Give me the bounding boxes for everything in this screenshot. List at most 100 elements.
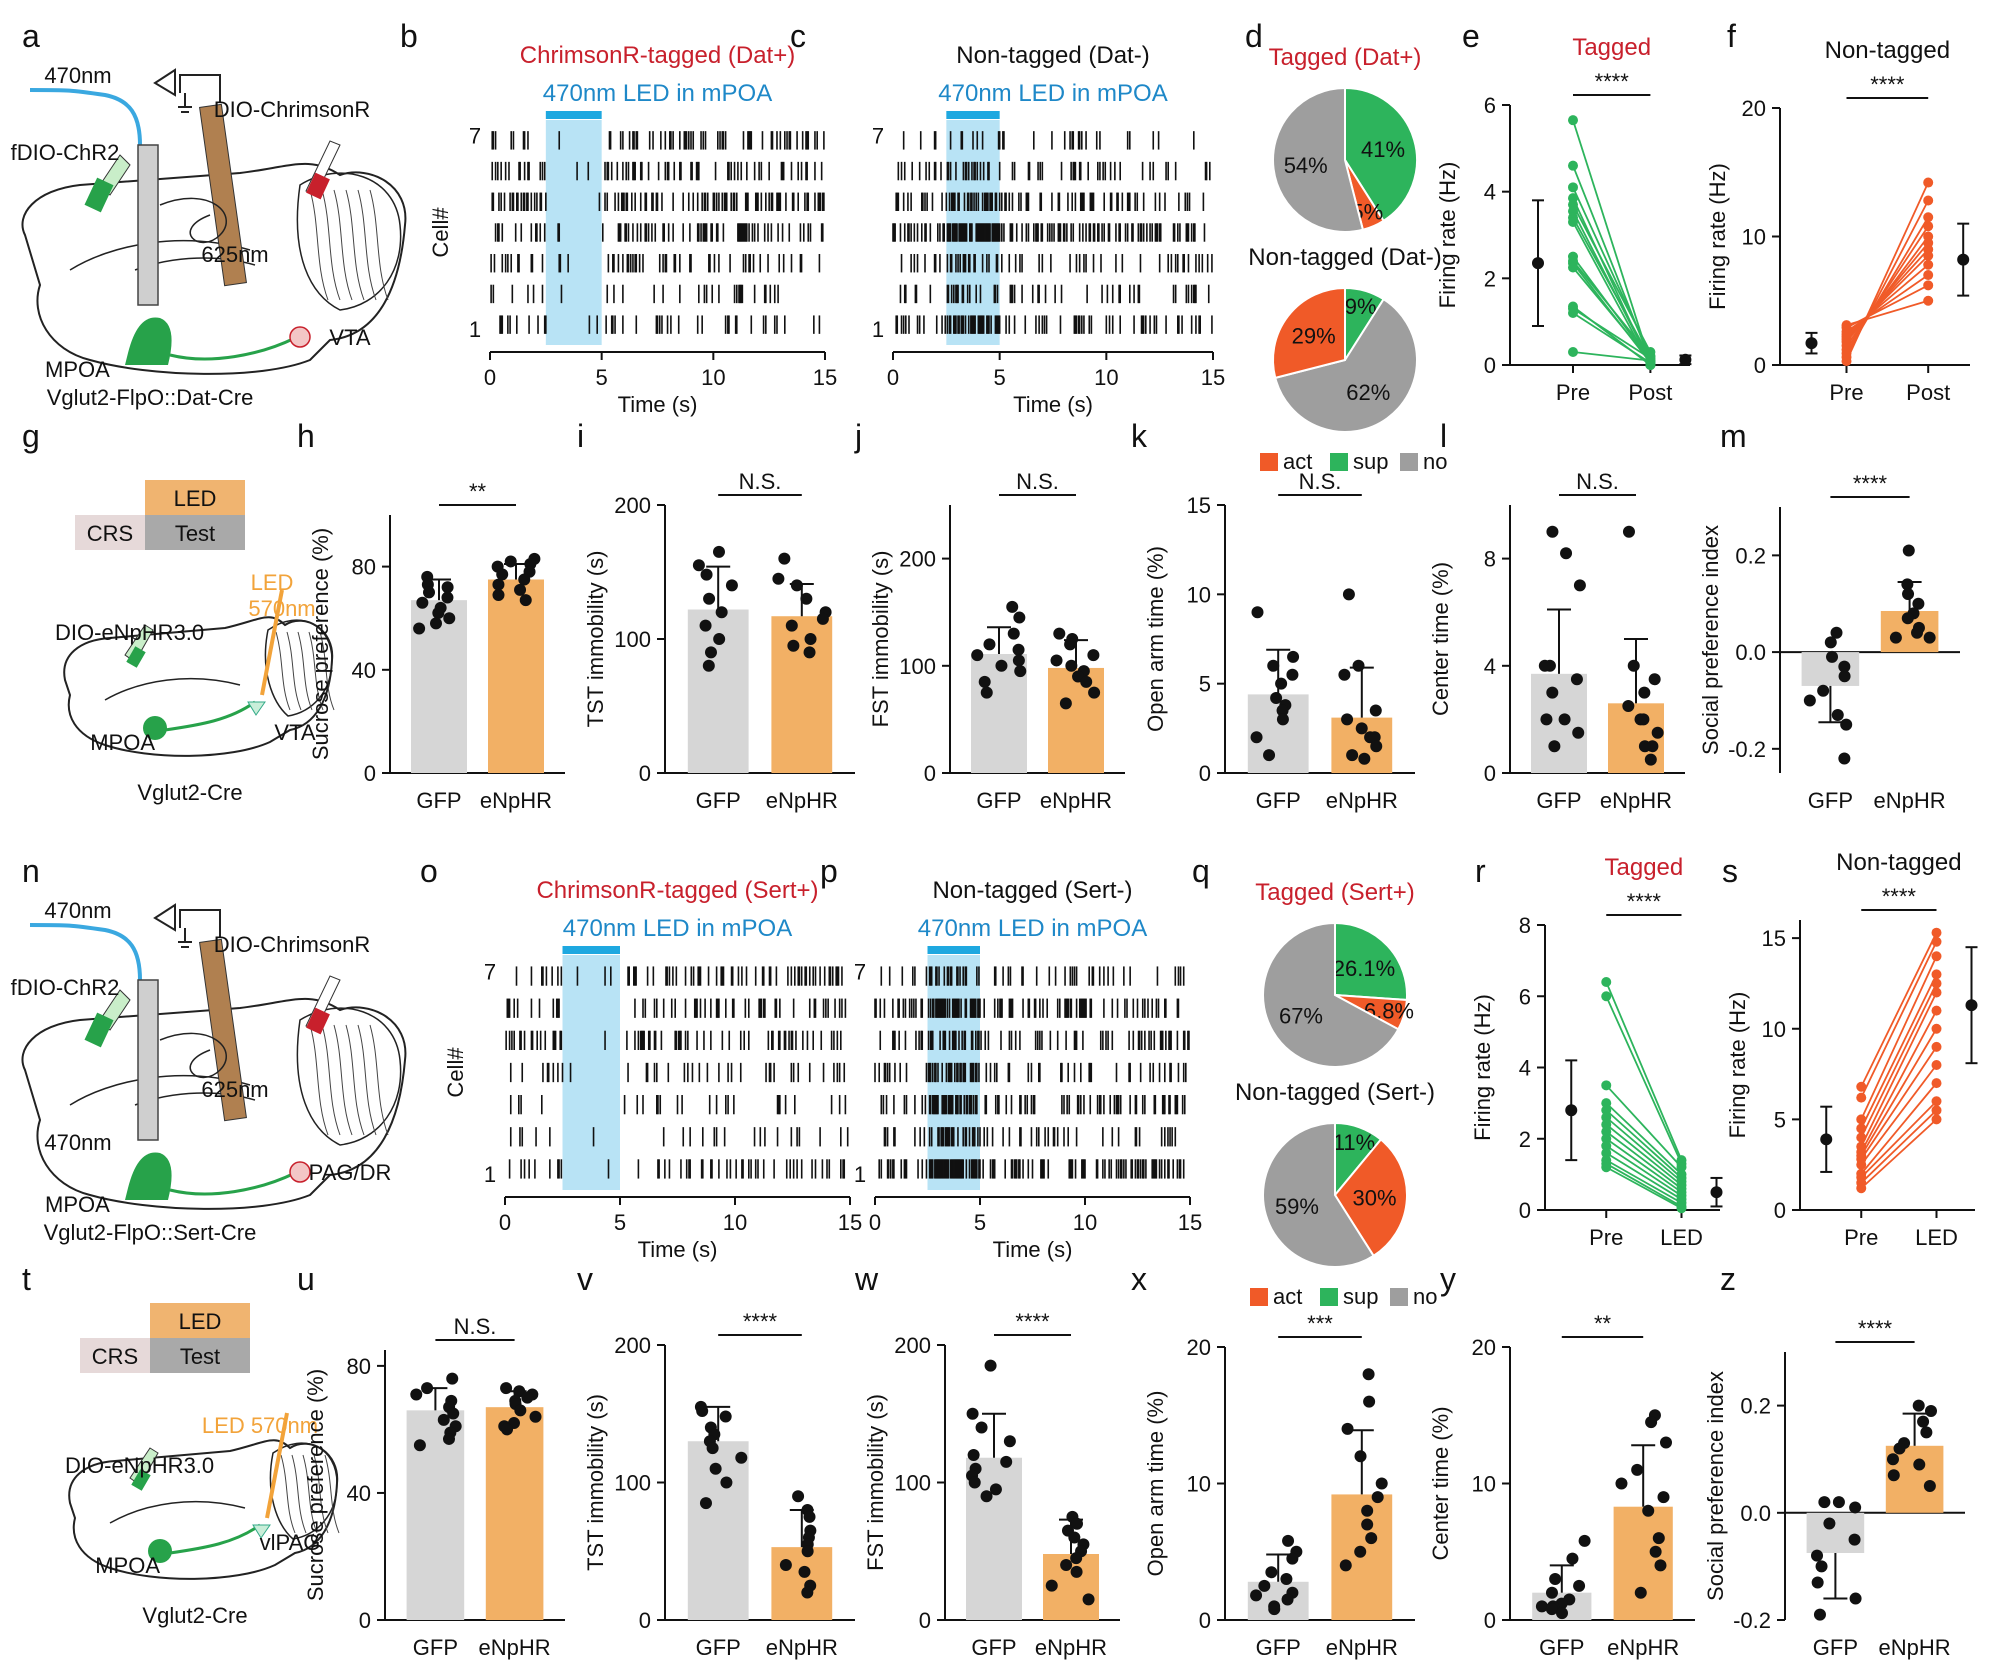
x-tick-label: eNpHR: [1040, 788, 1112, 813]
paired-r: 0 2 4 6 8 Firing rate (Hz) Pre LED **** Tagged: [1470, 854, 1723, 1250]
mean-point: [1565, 1104, 1578, 1117]
cerebellum-fold: [357, 1024, 377, 1136]
target-nucleus-icon: [289, 1161, 311, 1183]
data-point: [1924, 1404, 1937, 1417]
data-point: [1362, 1368, 1375, 1381]
led-nm-label: 570nm: [248, 596, 315, 621]
target-label: VTA: [274, 720, 315, 745]
data-point: [1637, 713, 1650, 726]
data-point: [1268, 1603, 1281, 1616]
data-point: [1901, 578, 1914, 591]
legend-label: act: [1283, 449, 1312, 474]
led-window: [562, 955, 620, 1190]
data-point: [1831, 708, 1844, 721]
data-point: [1012, 643, 1025, 656]
laser-label: 625nm: [201, 1077, 268, 1102]
panel-letter-i: i: [577, 418, 584, 454]
panel-letter-h: h: [297, 418, 315, 454]
data-point: [1912, 1399, 1925, 1412]
source-nucleus-icon: [125, 317, 172, 365]
y-tick-label: 0: [1484, 353, 1496, 378]
y-tick-label: 0: [639, 761, 651, 786]
pre-point: [1568, 308, 1578, 318]
legend-swatch-act: [1250, 1288, 1268, 1306]
data-point: [1354, 1450, 1367, 1463]
y-tick-label: 100: [614, 627, 651, 652]
data-point: [1267, 659, 1280, 672]
pair-line: [1605, 1138, 1683, 1193]
y-axis-label: TST immobility (s): [583, 1394, 608, 1571]
data-point: [1824, 636, 1837, 649]
data-point: [1823, 1517, 1836, 1530]
data-point: [1848, 1533, 1861, 1546]
data-point: [1064, 638, 1077, 651]
pair-line: [1860, 973, 1938, 1129]
optrode-icon: [199, 103, 247, 287]
y-axis-label: Cell#: [443, 1047, 468, 1098]
significance-label: ****: [743, 1309, 778, 1334]
pre-point: [1601, 1119, 1612, 1130]
raster-title: ChrimsonR-tagged (Dat+): [520, 42, 795, 69]
x-tick-label: Pre: [1829, 380, 1863, 405]
data-point: [1258, 1579, 1271, 1592]
data-point: [1070, 1565, 1083, 1578]
data-point: [1622, 700, 1635, 712]
data-point: [1555, 1607, 1568, 1620]
data-point: [1065, 659, 1078, 672]
mean-point: [1820, 1133, 1833, 1146]
data-point: [971, 649, 984, 662]
test-box-label: Test: [175, 521, 215, 546]
x-tick-label: 15: [1178, 1210, 1202, 1235]
syringe-green-icon: [126, 646, 146, 668]
pie-slice-label: 59%: [1275, 1194, 1319, 1219]
y-axis-label: Firing rate (Hz): [1725, 992, 1750, 1139]
y-tick-label: 100: [614, 1471, 651, 1496]
bar-l: 0 4 8 Center time (%) GFP eNpHR N.S.: [1428, 469, 1685, 813]
pair-line: [1572, 217, 1652, 359]
mouse-line-label: Vglut2-Cre: [137, 780, 242, 805]
legend-swatch-act: [1260, 453, 1278, 471]
y-tick-label: 0.0: [1735, 640, 1766, 665]
x-tick-label: 5: [614, 1210, 626, 1235]
pair-line: [1605, 1145, 1682, 1197]
data-point: [1648, 673, 1661, 686]
data-point: [1578, 1534, 1591, 1547]
data-point: [529, 1410, 542, 1423]
electrode-wire-icon: [153, 68, 221, 103]
data-point: [1338, 668, 1351, 681]
cerebellum-fold: [302, 1454, 318, 1534]
data-point: [735, 1451, 748, 1464]
paired-title: Tagged: [1572, 34, 1651, 61]
post-point: [1931, 1060, 1942, 1070]
y-tick-label: 200: [614, 1333, 651, 1358]
data-point: [1545, 1586, 1558, 1599]
virus-label: DIO-eNpHR3.0: [55, 620, 204, 645]
data-point: [519, 594, 532, 607]
y-axis-label: Social preference index: [1703, 1371, 1728, 1601]
data-point: [779, 1559, 792, 1571]
post-point: [1931, 1105, 1942, 1116]
syringe-green-icon: [131, 1469, 151, 1491]
data-point: [1838, 660, 1851, 673]
led-cone-icon: [247, 701, 266, 716]
data-point: [978, 675, 991, 688]
data-point: [1832, 1496, 1845, 1509]
mean-point: [1957, 253, 1970, 266]
pie-panel-q: Tagged (Sert+)26.1%6.8%67%Non-tagged (Se…: [1235, 879, 1438, 1309]
data-point: [709, 1462, 722, 1475]
post-point: [1931, 1078, 1942, 1089]
y-tick-label: -0.2: [1728, 737, 1766, 762]
pair-line: [1572, 260, 1652, 357]
source-label: MPOA: [45, 357, 110, 382]
y-tick-label: 0: [1484, 761, 1496, 786]
raster-subtitle: 470nm LED in mPOA: [563, 915, 792, 942]
y-axis-label: FST immobility (s): [868, 551, 893, 728]
y-axis-label: Center time (%): [1428, 1406, 1453, 1560]
projection-icon: [169, 1523, 261, 1555]
optic-fiber-icon: [29, 88, 142, 146]
data-point: [443, 612, 456, 625]
post-point: [1931, 1023, 1942, 1034]
data-point: [1815, 1560, 1828, 1573]
data-point: [441, 591, 454, 604]
data-point: [1087, 649, 1100, 662]
